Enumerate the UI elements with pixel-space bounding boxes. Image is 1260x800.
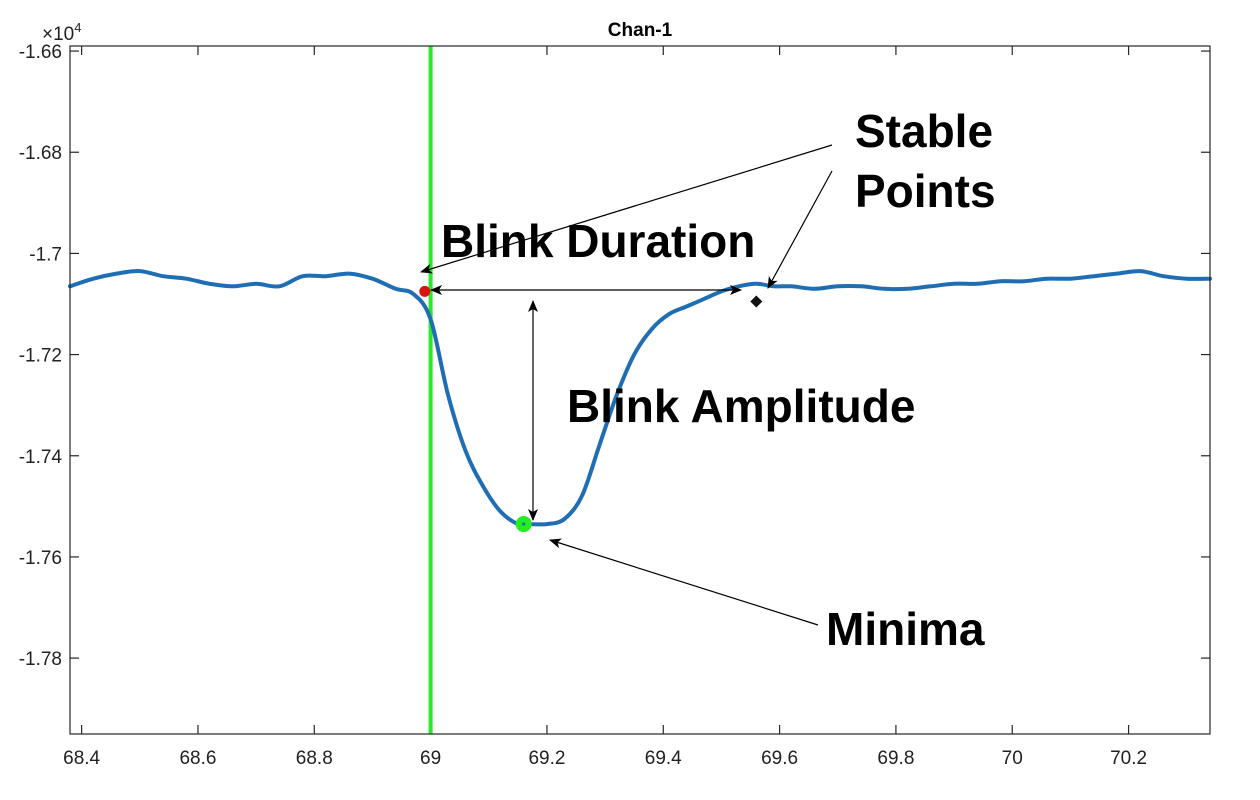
- stable-point-end: [750, 295, 763, 308]
- x-tick-label: 69.4: [645, 748, 682, 769]
- y-scale-base: ×10: [42, 24, 74, 45]
- annotation-stable-line1: Stable: [855, 105, 993, 157]
- arrow-stable-to-end: [767, 170, 833, 289]
- y-tick-label: -1.74: [19, 447, 63, 468]
- y-tick-label: -1.72: [19, 346, 62, 367]
- annotation-blink-duration: Blink Duration: [441, 215, 755, 267]
- signal-line: [68, 269, 1212, 528]
- arrow-stable-to-start: [420, 144, 833, 274]
- y-axis: -1.66 -1.68 -1.7 -1.72 -1.74 -1.76 -1.78: [19, 42, 1210, 670]
- arrow-minima: [549, 538, 819, 626]
- annotation-stable-line2: Points: [855, 165, 996, 217]
- chart-title: Chan-1: [608, 20, 673, 41]
- markers: [419, 285, 763, 533]
- y-scale-power: 4: [74, 20, 81, 35]
- x-tick-label: 70.2: [1110, 748, 1147, 769]
- x-tick-label: 69.6: [761, 748, 798, 769]
- y-tick-label: -1.66: [19, 42, 62, 63]
- y-tick-label: -1.68: [19, 143, 62, 164]
- stable-point-start: [419, 285, 431, 297]
- x-axis: 68.4 68.6 68.8 69 69.2 69.4 69.6 69.8 70 70.2: [63, 46, 1147, 769]
- annotation-minima: Minima: [826, 603, 985, 655]
- annotation-arrows: [420, 144, 833, 626]
- minima-center-dot: [522, 522, 526, 526]
- x-tick-label: 69.8: [877, 748, 914, 769]
- y-tick-label: -1.7: [29, 244, 62, 265]
- x-tick-label: 68.8: [296, 748, 333, 769]
- y-scale-exponent: ×104: [42, 20, 81, 45]
- x-tick-label: 69.2: [528, 748, 565, 769]
- axes-box: [69, 45, 1211, 735]
- annotation-blink-amplitude: Blink Amplitude: [567, 380, 915, 432]
- y-tick-label: -1.78: [19, 649, 62, 670]
- x-tick-label: 69: [420, 748, 441, 769]
- x-tick-label: 70: [1002, 748, 1023, 769]
- plot-area: [70, 46, 1210, 734]
- x-tick-label: 68.4: [63, 748, 100, 769]
- y-tick-label: -1.76: [19, 548, 62, 569]
- x-tick-label: 68.6: [179, 748, 216, 769]
